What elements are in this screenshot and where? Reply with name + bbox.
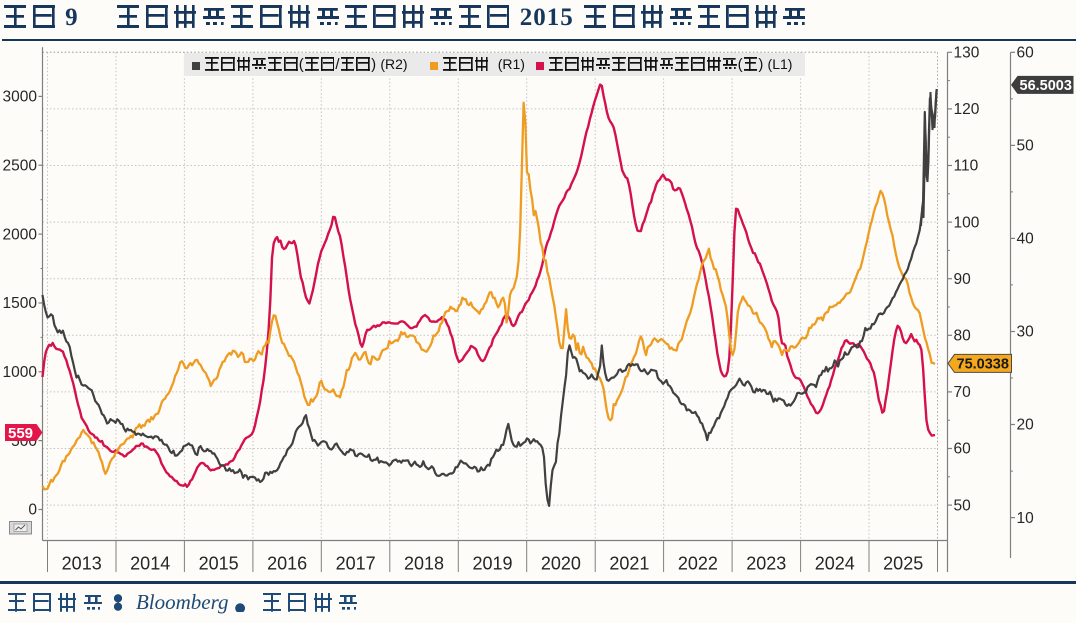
svg-text:100: 100 (954, 214, 980, 231)
svg-text:110: 110 (954, 158, 979, 175)
svg-text:2013: 2013 (62, 554, 102, 574)
svg-text:559: 559 (8, 425, 33, 442)
svg-text:50: 50 (1017, 138, 1035, 155)
svg-text:60: 60 (1017, 45, 1035, 62)
svg-text:2023: 2023 (746, 554, 786, 574)
svg-text:1500: 1500 (3, 295, 38, 312)
svg-text:2021: 2021 (609, 554, 649, 574)
svg-text:75.0338: 75.0338 (957, 357, 1009, 373)
svg-text:130: 130 (954, 45, 980, 62)
svg-text:2020: 2020 (541, 554, 581, 574)
svg-text:2018: 2018 (404, 554, 444, 574)
svg-text:40: 40 (1017, 231, 1035, 248)
svg-text:56.5003: 56.5003 (1020, 78, 1072, 94)
svg-text:30: 30 (1017, 324, 1035, 341)
svg-text:2500: 2500 (3, 157, 38, 174)
svg-text:80: 80 (954, 328, 972, 345)
svg-text:2024: 2024 (815, 554, 855, 574)
svg-text:2016: 2016 (267, 554, 307, 574)
svg-text:0: 0 (28, 502, 37, 519)
svg-text:20: 20 (1017, 417, 1035, 434)
svg-text:2014: 2014 (130, 554, 170, 574)
svg-text:2017: 2017 (336, 554, 376, 574)
svg-text:60: 60 (954, 441, 972, 458)
svg-text:120: 120 (954, 101, 980, 118)
svg-text:1000: 1000 (3, 364, 38, 381)
svg-text:2015: 2015 (199, 554, 239, 574)
svg-text:10: 10 (1017, 510, 1035, 527)
svg-text:50: 50 (954, 497, 972, 514)
svg-text:2000: 2000 (3, 226, 38, 243)
svg-text:2019: 2019 (472, 554, 512, 574)
svg-text:2025: 2025 (883, 554, 923, 574)
svg-text:3000: 3000 (3, 89, 38, 106)
svg-text:90: 90 (954, 271, 972, 288)
svg-text:70: 70 (954, 384, 972, 401)
svg-text:2022: 2022 (678, 554, 718, 574)
